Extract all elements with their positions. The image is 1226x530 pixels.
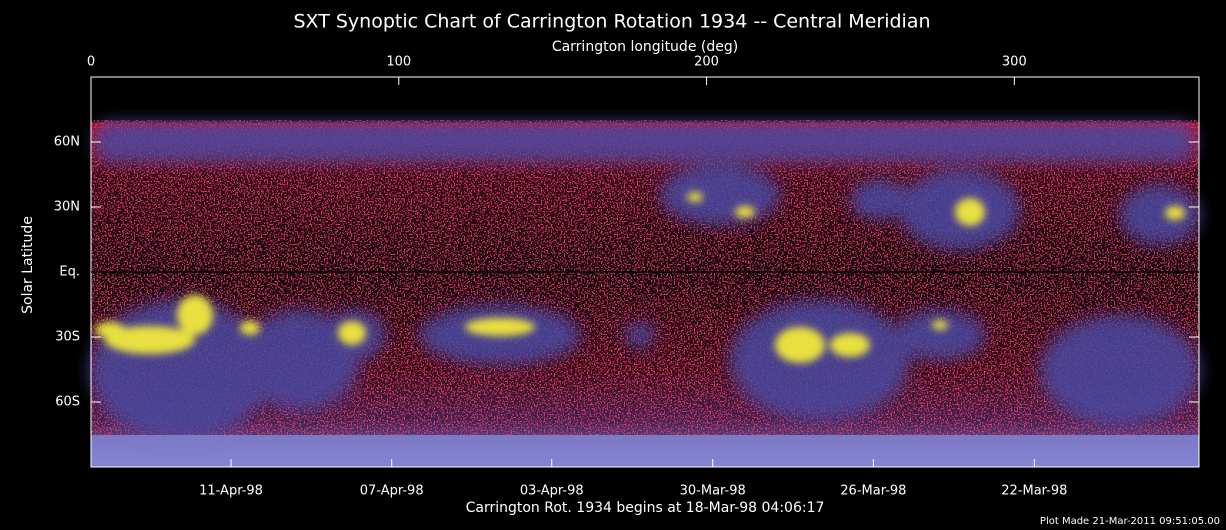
y-tick-label: 60N xyxy=(54,135,80,150)
chart-title: SXT Synoptic Chart of Carrington Rotatio… xyxy=(293,11,930,33)
x2-tick-label: 11-Apr-98 xyxy=(199,484,263,499)
footnote: Plot Made 21-Mar-2011 09:51:05.00 xyxy=(1040,516,1220,527)
x2-tick-label: 03-Apr-98 xyxy=(520,484,584,499)
x-tick-label: 0 xyxy=(87,55,95,70)
synoptic-map xyxy=(90,77,1200,467)
y-axis-label: Solar Latitude xyxy=(20,216,36,314)
y-tick-label: 30S xyxy=(55,330,80,345)
x-tick-label: 100 xyxy=(386,55,411,70)
x2-tick-label: 30-Mar-98 xyxy=(680,484,746,499)
x2-tick-label: 22-Mar-98 xyxy=(1001,484,1067,499)
x2-tick-label: 26-Mar-98 xyxy=(840,484,906,499)
x-tick-label: 300 xyxy=(1002,55,1027,70)
y-tick-label: 30N xyxy=(54,200,80,215)
y-tick-label: 60S xyxy=(55,395,80,410)
x-axis-label: Carrington longitude (deg) xyxy=(552,39,738,55)
x2-tick-label: 07-Apr-98 xyxy=(360,484,424,499)
y-tick-label: Eq. xyxy=(59,265,80,280)
x-tick-label: 200 xyxy=(694,55,719,70)
caption: Carrington Rot. 1934 begins at 18-Mar-98… xyxy=(466,500,825,516)
